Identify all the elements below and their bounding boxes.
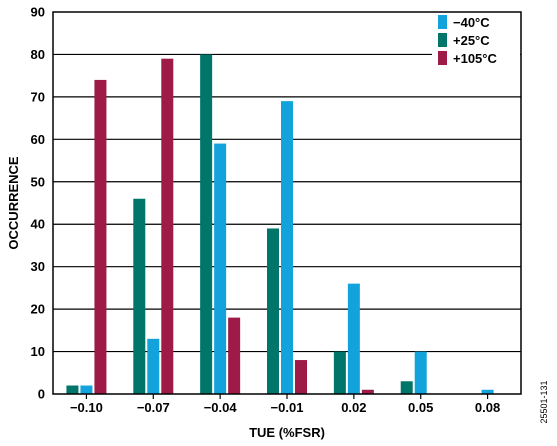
- bar: [333, 351, 346, 394]
- x-tick-label: −0.07: [137, 400, 170, 415]
- y-tick-label: 10: [31, 344, 45, 359]
- bar: [94, 79, 107, 395]
- bar: [361, 389, 374, 394]
- bar: [133, 198, 146, 394]
- y-tick-label: 90: [31, 5, 45, 20]
- y-tick-label: 30: [31, 259, 45, 274]
- bar: [147, 338, 160, 394]
- y-tick-label: 0: [38, 387, 45, 402]
- x-tick-label: 0.02: [341, 400, 366, 415]
- bar: [347, 283, 360, 394]
- bar: [481, 389, 494, 394]
- y-tick-label: 70: [31, 89, 45, 104]
- x-tick-label: 0.08: [475, 400, 500, 415]
- bar: [281, 101, 293, 394]
- bars: [66, 54, 494, 395]
- x-tick-label: −0.04: [204, 400, 238, 415]
- y-tick-label: 40: [31, 217, 45, 232]
- x-tick-label: 0.05: [408, 400, 433, 415]
- legend-label: +25°C: [453, 33, 490, 48]
- bar: [400, 381, 413, 394]
- legend-swatch: [438, 51, 447, 65]
- legend-swatch: [438, 15, 447, 29]
- axis-ticks: 0 10 20 30 40 50 60 70 80 90 −0.10 −0.07 −0.04 −0.01 0…: [31, 5, 501, 416]
- plot-frame: [52, 11, 522, 395]
- y-tick-label: 80: [31, 47, 45, 62]
- bar: [228, 317, 241, 394]
- x-tick-label: −0.01: [271, 400, 304, 415]
- y-axis-title: OCCURRENCE: [6, 156, 21, 250]
- bar: [200, 54, 213, 394]
- bar: [214, 143, 227, 394]
- bar: [66, 385, 79, 394]
- legend-swatch: [438, 33, 447, 47]
- x-axis-title: TUE (%FSR): [249, 425, 325, 440]
- bar: [267, 228, 279, 394]
- x-tick-label: −0.10: [70, 400, 103, 415]
- y-tick-label: 50: [31, 174, 45, 189]
- y-tick-label: 20: [31, 302, 45, 317]
- bar: [161, 58, 174, 394]
- legend: −40°C +25°C +105°C: [432, 13, 520, 69]
- bar: [295, 360, 307, 394]
- legend-label: +105°C: [453, 51, 497, 66]
- figure-id: 25501-131: [539, 380, 549, 423]
- bar: [414, 351, 427, 394]
- legend-label: −40°C: [453, 15, 490, 30]
- bar: [80, 385, 93, 394]
- y-tick-label: 60: [31, 132, 45, 147]
